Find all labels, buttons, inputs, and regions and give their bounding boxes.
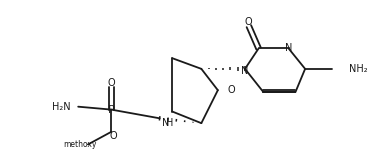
Text: O: O — [108, 78, 115, 88]
Text: O: O — [109, 131, 117, 141]
Text: O: O — [228, 85, 235, 95]
Text: H: H — [166, 118, 174, 128]
Text: O: O — [244, 17, 252, 27]
Text: N: N — [161, 118, 169, 128]
Text: NH₂: NH₂ — [349, 64, 368, 74]
Text: methoxy: methoxy — [64, 140, 97, 149]
Text: P: P — [108, 105, 115, 115]
Text: N: N — [285, 42, 292, 52]
Text: N: N — [241, 66, 249, 76]
Text: H₂N: H₂N — [52, 102, 70, 112]
